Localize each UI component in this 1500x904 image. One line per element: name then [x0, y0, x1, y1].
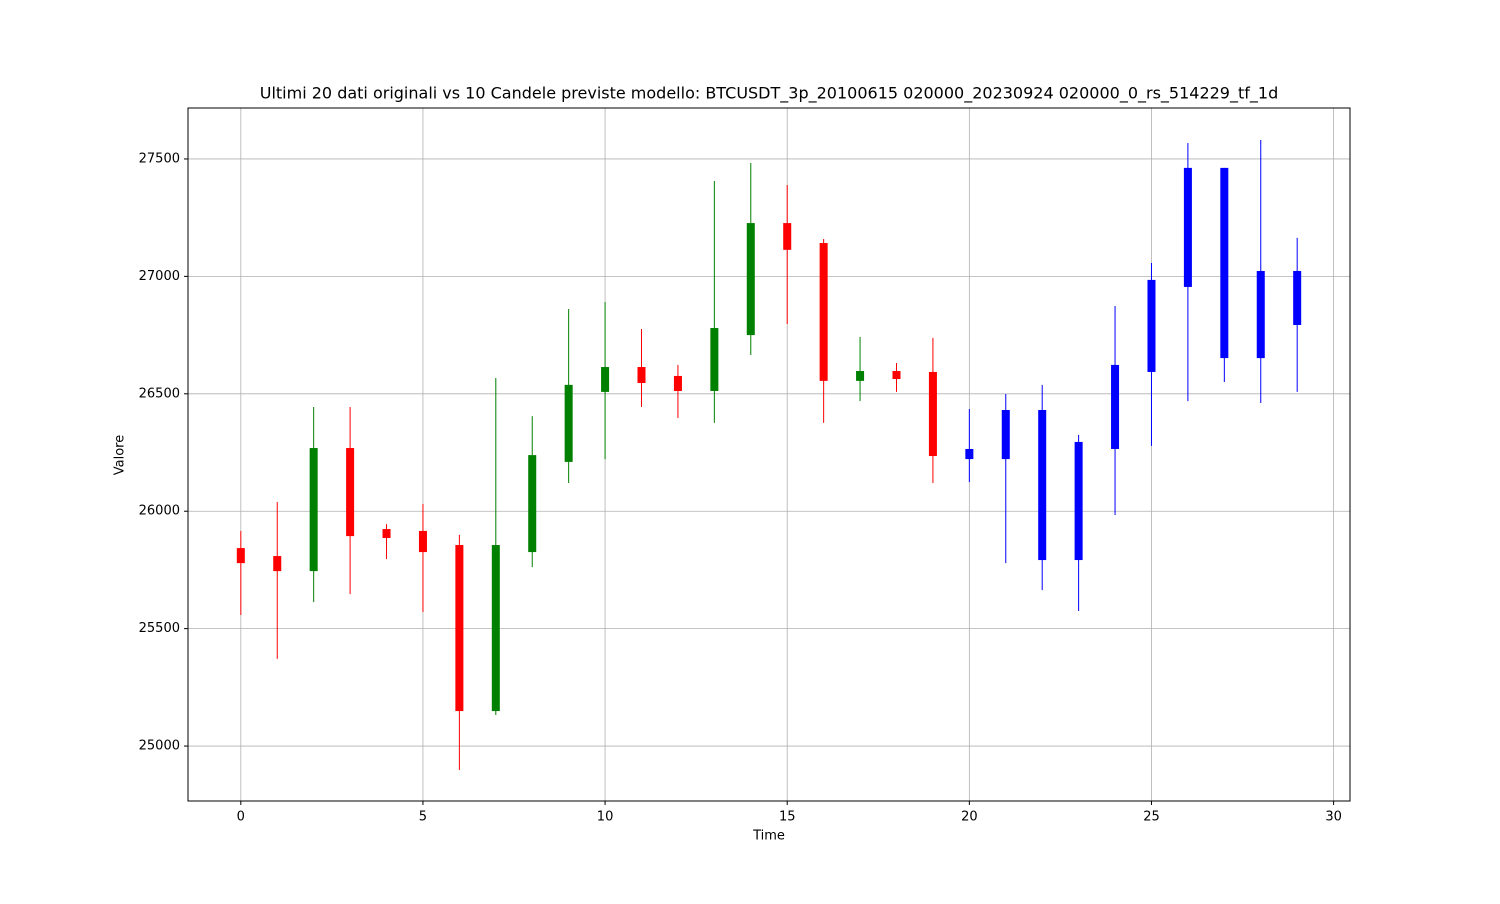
- x-axis-label: Time: [752, 829, 785, 844]
- candle-body: [309, 448, 318, 572]
- y-axis-label: Valore: [113, 435, 128, 475]
- y-tick-label: 27500: [139, 151, 180, 166]
- candle-body: [710, 328, 719, 391]
- candle-body: [418, 530, 427, 553]
- candle-body: [892, 371, 901, 380]
- x-tick-label: 5: [419, 810, 427, 825]
- y-tick-label: 26500: [139, 386, 180, 401]
- candle-body: [455, 545, 464, 712]
- candle-body: [382, 529, 391, 538]
- x-tick-label: 0: [237, 810, 245, 825]
- y-tick-label: 25000: [139, 739, 180, 754]
- x-tick-label: 20: [961, 810, 978, 825]
- candle-body: [528, 455, 537, 553]
- candle-body: [819, 243, 828, 381]
- candle-body: [928, 371, 937, 457]
- candle-body: [601, 367, 610, 392]
- y-tick-label: 27000: [139, 269, 180, 284]
- plot-frame: [187, 107, 1351, 802]
- candle-body: [1001, 409, 1010, 460]
- x-tick-label: 15: [779, 810, 796, 825]
- x-tick-label: 25: [1143, 810, 1160, 825]
- candle-body: [673, 375, 682, 391]
- candle-body: [273, 556, 282, 572]
- candle-body: [783, 223, 792, 250]
- candle-body: [1147, 279, 1156, 372]
- y-tick-label: 25500: [139, 621, 180, 636]
- candle-body: [1256, 270, 1265, 359]
- candle-body: [1111, 364, 1120, 449]
- x-tick-label: 30: [1325, 810, 1342, 825]
- candle-body: [856, 371, 865, 381]
- candle-body: [746, 223, 755, 336]
- candle-body: [564, 384, 573, 462]
- candle-body: [1293, 270, 1302, 325]
- chart-title: Ultimi 20 dati originali vs 10 Candele p…: [260, 84, 1278, 104]
- candle-body: [236, 548, 245, 564]
- candle-body: [1183, 167, 1192, 287]
- candle-body: [491, 545, 500, 712]
- candle-body: [1038, 409, 1047, 561]
- x-tick-label: 10: [597, 810, 614, 825]
- y-tick-label: 26000: [139, 504, 180, 519]
- candle-body: [1074, 441, 1083, 561]
- candle-body: [346, 448, 355, 537]
- candle-body: [1220, 167, 1229, 359]
- candle-body: [637, 367, 646, 383]
- candle-body: [965, 448, 974, 460]
